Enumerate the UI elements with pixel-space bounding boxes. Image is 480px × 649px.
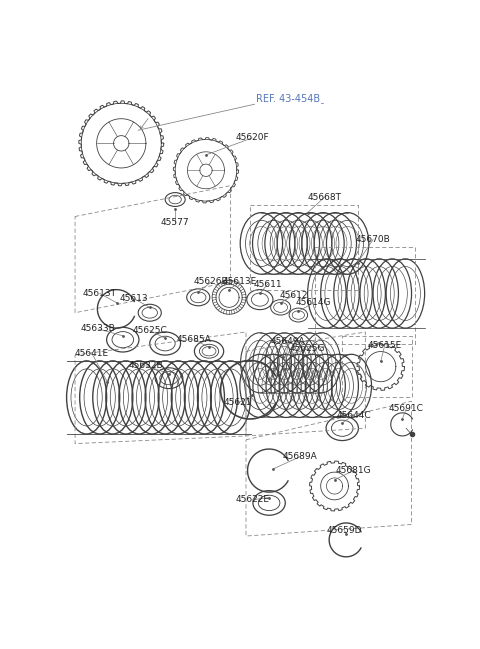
Text: 45613: 45613	[120, 295, 149, 303]
Text: 45670B: 45670B	[356, 235, 390, 244]
Text: 45577: 45577	[161, 218, 190, 227]
Text: 45668T: 45668T	[308, 193, 342, 202]
Text: 45633B: 45633B	[81, 324, 116, 334]
Text: 45641E: 45641E	[75, 349, 109, 358]
Text: 45612: 45612	[279, 291, 308, 300]
Text: 45681G: 45681G	[336, 466, 372, 475]
Text: 45649A: 45649A	[271, 337, 306, 346]
Text: 45622E: 45622E	[235, 495, 269, 504]
Text: 45625G: 45625G	[290, 345, 325, 354]
Text: 45615E: 45615E	[368, 341, 402, 350]
Text: 45613E: 45613E	[223, 277, 257, 286]
Text: 45644C: 45644C	[336, 411, 371, 420]
Text: 45611: 45611	[253, 280, 282, 289]
Text: 45689A: 45689A	[283, 452, 317, 461]
Text: REF. 43-454B: REF. 43-454B	[256, 95, 321, 104]
Text: 45621: 45621	[224, 398, 252, 408]
Text: 45632B: 45632B	[129, 361, 163, 371]
Text: 45659D: 45659D	[327, 526, 362, 535]
Text: 45691C: 45691C	[389, 404, 423, 413]
Text: 45685A: 45685A	[177, 335, 212, 344]
Text: 45614G: 45614G	[296, 299, 332, 307]
Text: 45620F: 45620F	[235, 134, 269, 142]
Text: 45613T: 45613T	[83, 289, 117, 298]
Text: 45626B: 45626B	[194, 277, 228, 286]
Text: 45625C: 45625C	[132, 326, 167, 335]
